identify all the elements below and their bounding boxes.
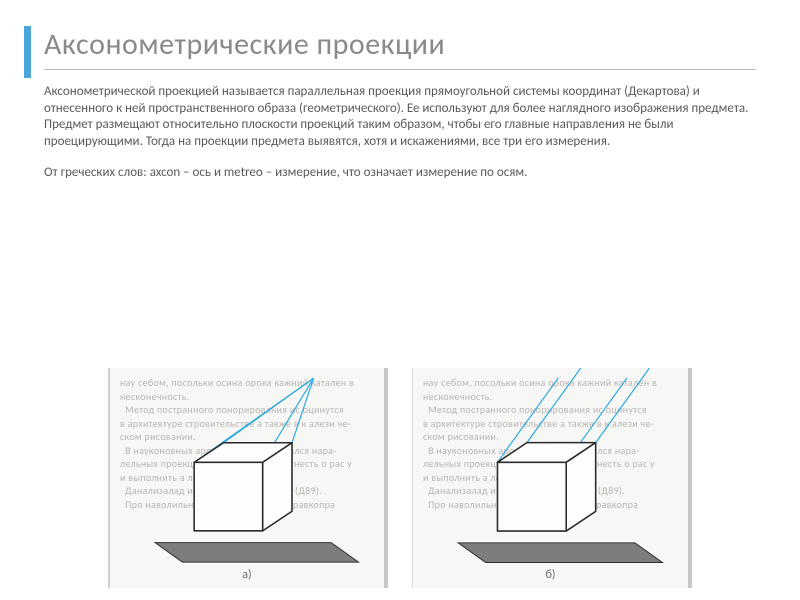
body-text: Аксонометрической проекцией называется п… (44, 84, 756, 181)
figure-perspective: нау себом, посольки осина орока кажний к… (108, 368, 388, 588)
paragraph-2: От греческих слов: axcon – ось и metreo … (44, 165, 756, 182)
projection-svg-a (110, 368, 384, 588)
title-accent-bar (24, 26, 31, 78)
figure-caption-b: б) (545, 568, 555, 582)
figure-row: нау себом, посольки осина орока кажний к… (0, 368, 800, 588)
paragraph-1: Аксонометрической проекцией называется п… (44, 84, 756, 151)
projection-svg-b (413, 368, 688, 588)
figure-parallel: нау себом, посольки осина орока кажний к… (412, 368, 692, 588)
slide: Аксонометрические проекции Аксонометриче… (0, 0, 800, 600)
figure-caption-a: а) (242, 568, 251, 582)
page-title: Аксонометрические проекции (44, 24, 756, 70)
